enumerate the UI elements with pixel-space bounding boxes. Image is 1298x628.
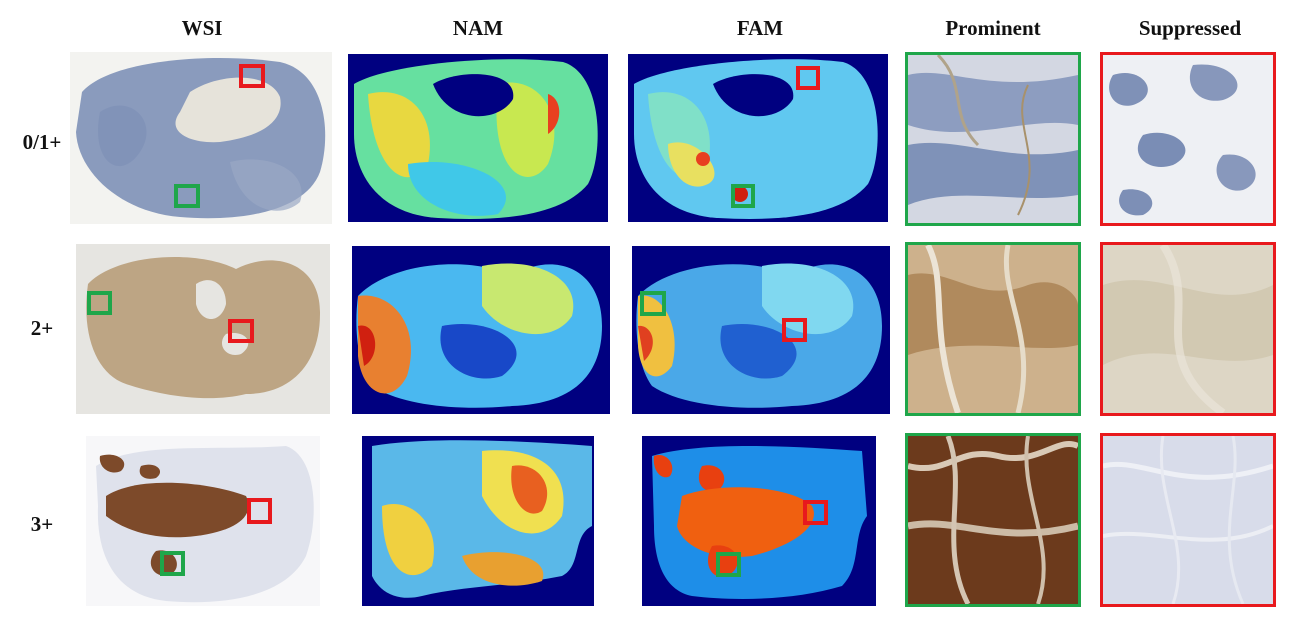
column-header-wsi: WSI — [181, 16, 223, 40]
suppressed-patch-row3 — [1100, 433, 1276, 607]
wsi-suppressed-box-row3 — [247, 498, 272, 524]
fam-heatmap-row3 — [642, 436, 876, 606]
column-header-nam: NAM — [452, 16, 504, 40]
fam-suppressed-box-row3 — [803, 500, 828, 525]
fam-prominent-box-row2 — [640, 291, 666, 316]
suppressed-patch-image-row1 — [1103, 55, 1273, 223]
fam-prominent-box-row3 — [716, 552, 741, 577]
nam-heatmap-row3 — [362, 436, 594, 606]
wsi-thumbnail-row3 — [86, 436, 320, 606]
suppressed-patch-image-row2 — [1103, 245, 1273, 413]
nam-heatmap-row2 — [352, 246, 610, 414]
fam-heatmap-row1 — [628, 54, 888, 222]
wsi-tissue-row1 — [70, 52, 332, 224]
row-label-2: 2+ — [30, 316, 54, 340]
wsi-tissue-row2 — [76, 244, 330, 414]
fam-heatmap-row2 — [632, 246, 890, 414]
suppressed-patch-image-row3 — [1103, 436, 1273, 604]
column-header-suppressed: Suppressed — [1138, 16, 1242, 40]
nam-heatmap-image-row2 — [352, 246, 610, 414]
row-label-3: 3+ — [30, 512, 54, 536]
wsi-thumbnail-row2 — [76, 244, 330, 414]
prominent-patch-row3 — [905, 433, 1081, 607]
wsi-thumbnail-row1 — [70, 52, 332, 224]
column-header-prominent: Prominent — [945, 16, 1041, 40]
wsi-suppressed-box-row2 — [228, 319, 254, 343]
nam-heatmap-row1 — [348, 54, 608, 222]
prominent-patch-image-row1 — [908, 55, 1078, 223]
prominent-patch-image-row3 — [908, 436, 1078, 604]
fam-suppressed-box-row1 — [796, 66, 820, 90]
wsi-prominent-box-row3 — [160, 551, 185, 576]
fam-prominent-box-row1 — [731, 184, 755, 208]
column-header-fam: FAM — [736, 16, 784, 40]
wsi-tissue-row3 — [86, 436, 320, 606]
fam-heatmap-image-row3 — [642, 436, 876, 606]
nam-heatmap-image-row1 — [348, 54, 608, 222]
row-label-0-1: 0/1+ — [22, 130, 62, 154]
wsi-prominent-box-row2 — [87, 291, 112, 315]
suppressed-patch-row1 — [1100, 52, 1276, 226]
wsi-prominent-box-row1 — [174, 184, 200, 208]
fam-heatmap-image-row1 — [628, 54, 888, 222]
prominent-patch-row1 — [905, 52, 1081, 226]
suppressed-patch-row2 — [1100, 242, 1276, 416]
wsi-suppressed-box-row1 — [239, 64, 265, 88]
nam-heatmap-image-row3 — [362, 436, 594, 606]
fam-suppressed-box-row2 — [782, 318, 807, 342]
fam-heatmap-image-row2 — [632, 246, 890, 414]
prominent-patch-image-row2 — [908, 245, 1078, 413]
prominent-patch-row2 — [905, 242, 1081, 416]
